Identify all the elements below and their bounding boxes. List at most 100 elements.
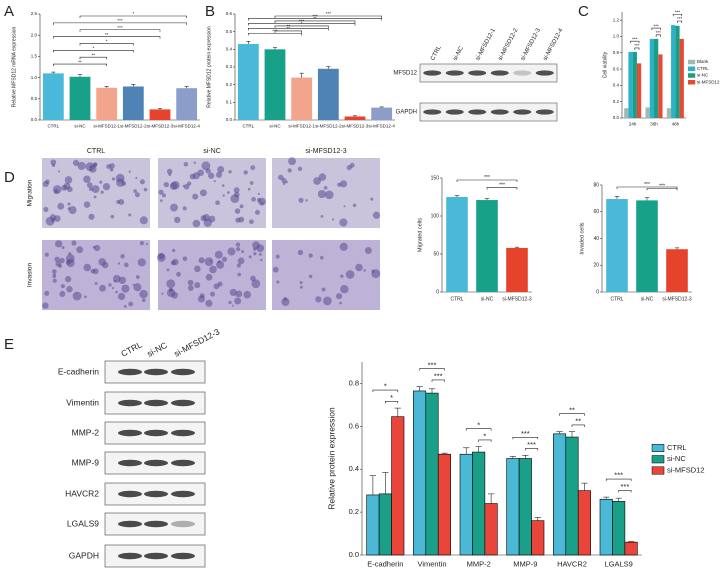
x-tick-label: si-MFSD12-3	[342, 124, 369, 129]
cell-blob	[275, 254, 280, 259]
bar	[654, 38, 659, 118]
cell-blob	[253, 252, 257, 256]
significance-bracket	[512, 436, 539, 440]
x-tick-label: 48h	[672, 122, 680, 127]
blot-band	[144, 520, 168, 528]
blot-band	[171, 399, 195, 407]
blot-band	[468, 70, 487, 76]
x-tick-label: si-MFSD12-3	[147, 124, 174, 129]
cell-blob	[44, 290, 50, 296]
cell-blob	[213, 180, 216, 183]
cell-blob	[352, 203, 357, 208]
cell-blob	[339, 218, 348, 227]
cell-blob	[128, 213, 132, 217]
significance-bracket	[672, 13, 683, 17]
cell-blob	[89, 187, 93, 192]
blot-frame	[419, 102, 558, 122]
x-tick-label: 36h	[650, 122, 658, 127]
blot-band	[171, 429, 195, 437]
cell-blob	[53, 273, 56, 276]
cell-blob	[128, 301, 134, 307]
cell-blob	[176, 271, 182, 277]
cell-blob	[90, 268, 96, 274]
bar	[425, 392, 439, 556]
cell-blob	[205, 299, 213, 307]
y-tick-label: 60	[593, 209, 599, 215]
cell-blob	[308, 253, 313, 258]
cell-blob	[72, 291, 82, 301]
x-tick-label: LGALS9	[604, 559, 632, 568]
blot-band	[445, 109, 464, 115]
blot-band	[490, 70, 509, 76]
cell-blob	[250, 165, 256, 171]
blot-band	[513, 109, 532, 115]
significance-bracket	[274, 25, 329, 28]
significance-label: ***	[484, 175, 490, 181]
cell-blob	[217, 165, 225, 173]
cell-blob	[161, 193, 166, 198]
legend-swatch	[688, 73, 696, 78]
cell-blob	[110, 214, 115, 219]
y-tick-label: 0.1	[226, 100, 233, 105]
cell-blob	[201, 161, 211, 171]
cell-blob	[340, 285, 349, 294]
x-tick-label: CTRL	[610, 296, 623, 302]
cell-blob	[315, 296, 322, 303]
panel-label: B	[205, 3, 215, 20]
significance-label: ***	[614, 471, 623, 480]
y-axis-label: Relative MFSD12 protein expression	[206, 26, 212, 108]
cell-blob	[92, 245, 96, 249]
cell-blob	[166, 279, 176, 289]
legend-label: CTRL	[667, 443, 687, 452]
blot-band	[535, 70, 554, 76]
cell-blob	[214, 250, 223, 259]
x-tick-label: si-MFSD12-1	[288, 124, 315, 129]
cell-blob	[118, 199, 125, 205]
cell-blob	[59, 290, 66, 297]
cell-blob	[60, 284, 65, 289]
significance-bracket	[248, 18, 382, 21]
cell-blob	[42, 180, 49, 188]
cell-blob	[59, 257, 65, 264]
cell-blob	[53, 189, 59, 195]
bar	[658, 54, 663, 118]
y-tick-label: 40	[593, 236, 599, 242]
cell-blob	[336, 293, 343, 300]
lane-label: si-MFSD12-3	[172, 326, 221, 358]
significance-bracket	[419, 368, 445, 371]
cell-blob	[61, 245, 65, 250]
blot-band	[144, 368, 168, 376]
cell-blob	[76, 246, 84, 254]
cell-blob	[272, 266, 279, 273]
cell-blob	[121, 284, 130, 293]
significance-bracket	[651, 27, 661, 31]
significance-label: *	[390, 393, 393, 402]
cell-blob	[67, 202, 71, 206]
cell-blob	[86, 182, 93, 189]
y-tick-label: 0.5	[226, 29, 233, 34]
cell-blob	[52, 278, 57, 283]
cell-blob	[83, 263, 92, 272]
bar	[624, 108, 629, 118]
cell-blob	[233, 187, 240, 194]
significance-label: **	[78, 59, 82, 64]
lane-label: si-MFSD12-2	[498, 27, 520, 62]
significance-label: ***	[675, 9, 681, 14]
cell-blob	[187, 279, 194, 286]
cell-blob	[102, 183, 111, 191]
cell-blob	[241, 250, 245, 254]
cell-blob	[51, 163, 56, 168]
x-tick-label: CTRL	[47, 124, 59, 129]
bar	[371, 107, 393, 120]
y-tick-label: 1.0	[613, 34, 620, 39]
cell-blob	[323, 186, 328, 190]
y-tick-label: 0.0	[349, 550, 359, 559]
significance-label: ***	[117, 25, 123, 30]
cell-blob	[255, 209, 260, 215]
blot-band	[490, 109, 509, 115]
cell-blob	[137, 258, 146, 267]
blot-band	[171, 520, 195, 528]
significance-label: ***	[117, 18, 123, 23]
cell-blob	[54, 256, 60, 262]
cell-blob	[170, 203, 178, 212]
